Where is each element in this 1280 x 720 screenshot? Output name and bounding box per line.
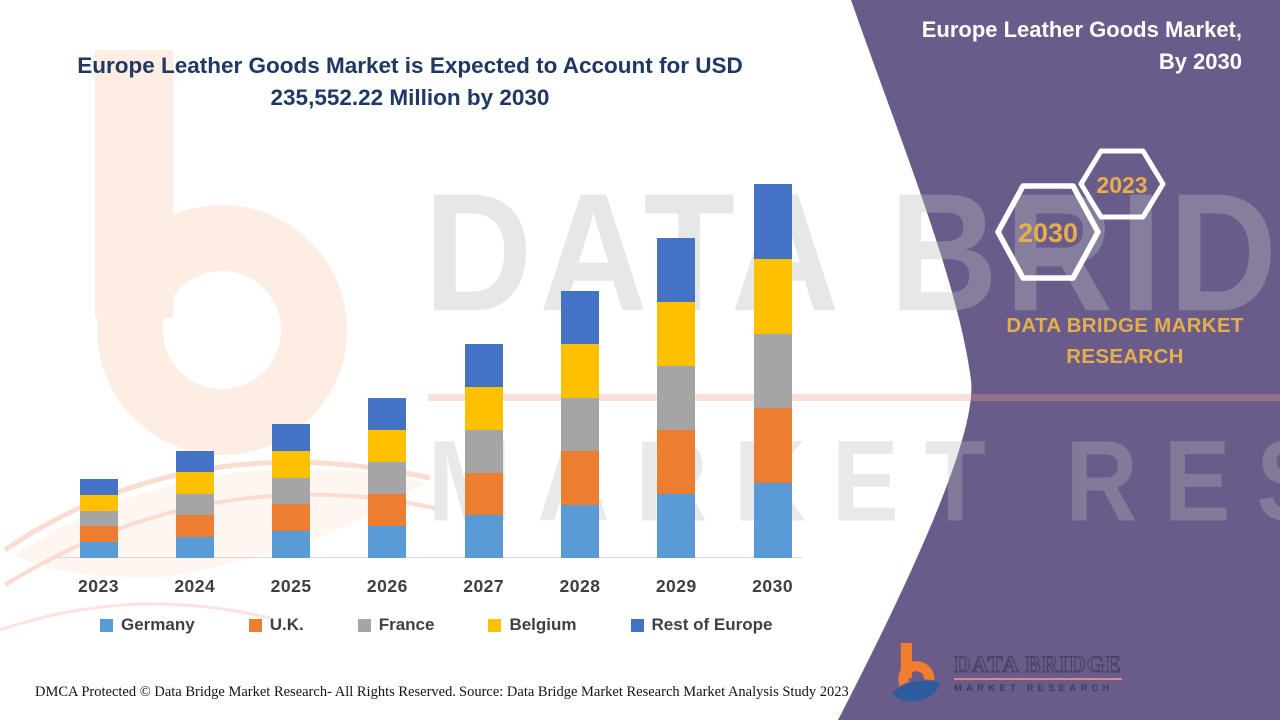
segment-belgium-2024 xyxy=(175,472,214,494)
segment-france-2029 xyxy=(657,366,696,430)
hexagon-2030 xyxy=(995,183,1101,281)
legend-swatch xyxy=(630,618,644,632)
legend-item-france: France xyxy=(357,615,435,635)
x-axis-label-2023: 2023 xyxy=(78,576,119,596)
segment-germany-2029 xyxy=(657,494,696,558)
x-axis-label-2030: 2030 xyxy=(752,576,794,596)
side-panel-title-line1: Europe Leather Goods Market, xyxy=(921,17,1242,42)
logo-sub-text: MARKET RESEARCH xyxy=(954,682,1114,694)
side-panel-title-line2: By 2030 xyxy=(1158,48,1242,74)
segment-rest-of-europe-2024 xyxy=(175,451,214,473)
segment-france-2026 xyxy=(368,461,407,494)
segment-rest-of-europe-2026 xyxy=(368,397,407,430)
segment-france-2024 xyxy=(175,493,214,516)
x-axis-label-2025: 2025 xyxy=(270,576,312,596)
bar-2028 xyxy=(561,290,599,558)
page-title: Europe Leather Goods Market is Expected … xyxy=(30,50,790,114)
legend-label: France xyxy=(378,615,435,634)
segment-germany-2030 xyxy=(753,483,792,558)
legend-label: Germany xyxy=(121,615,195,634)
dmca-notice: DMCA Protected © Data Bridge Market Rese… xyxy=(35,684,456,700)
segment-germany-2027 xyxy=(464,515,503,558)
legend-label: Belgium xyxy=(509,615,577,634)
segment-france-2027 xyxy=(464,429,503,473)
hexagon-2030-label: 2030 xyxy=(1018,218,1078,248)
segment-rest-of-europe-2023 xyxy=(79,479,118,495)
segment-france-2030 xyxy=(753,333,792,409)
bar-2027 xyxy=(464,344,503,558)
segment-germany-2028 xyxy=(561,504,599,558)
legend-swatch xyxy=(357,618,371,632)
legend-item-rest-of-europe: Rest of Europe xyxy=(630,615,773,635)
x-axis-label-2024: 2024 xyxy=(174,576,216,596)
bar-2029 xyxy=(657,238,696,558)
bar-2030 xyxy=(753,184,792,558)
legend-swatch xyxy=(100,618,113,632)
segment-u-k--2028 xyxy=(561,451,599,505)
segment-u-k--2029 xyxy=(657,430,696,494)
segment-belgium-2027 xyxy=(464,387,503,430)
legend-item-u-k-: U.K. xyxy=(248,615,304,635)
page-title-line1: Europe Leather Goods Market is Expected … xyxy=(77,53,743,78)
bar-2026 xyxy=(368,397,407,558)
segment-rest-of-europe-2028 xyxy=(561,290,599,344)
year-hexagons: 2030 2023 xyxy=(995,148,1166,281)
segment-rest-of-europe-2025 xyxy=(272,424,311,451)
segment-u-k--2024 xyxy=(175,515,214,537)
segment-germany-2026 xyxy=(368,525,407,558)
source-note: Source: Data Bridge Market Research Mark… xyxy=(459,684,849,700)
side-panel-background xyxy=(838,0,1280,720)
x-axis-label-2026: 2026 xyxy=(366,576,408,596)
segment-u-k--2027 xyxy=(464,472,503,516)
segment-belgium-2028 xyxy=(561,344,599,398)
legend-swatch xyxy=(248,618,262,632)
brand-wordmark: DATA BRIDGE MARKET RESEARCH xyxy=(1006,314,1244,368)
segment-france-2023 xyxy=(79,510,118,527)
segment-france-2025 xyxy=(272,477,311,505)
segment-france-2028 xyxy=(561,397,599,451)
segment-belgium-2029 xyxy=(657,302,696,366)
segment-germany-2024 xyxy=(175,536,214,558)
hexagon-2023 xyxy=(1078,148,1166,220)
dbmr-logo: DATA BRIDGE MARKET RESEARCH xyxy=(888,637,1122,709)
legend-item-belgium: Belgium xyxy=(488,615,577,635)
x-axis-label-2029: 2029 xyxy=(655,576,697,596)
x-axis-label-2028: 2028 xyxy=(559,576,601,596)
segment-rest-of-europe-2027 xyxy=(464,344,503,388)
segment-u-k--2023 xyxy=(79,526,118,543)
segment-u-k--2026 xyxy=(368,493,407,526)
segment-u-k--2025 xyxy=(272,504,311,532)
segment-belgium-2030 xyxy=(753,258,792,334)
x-axis-label-2027: 2027 xyxy=(463,576,505,596)
segment-germany-2023 xyxy=(79,542,118,558)
segment-belgium-2023 xyxy=(79,494,118,511)
bar-2023 xyxy=(79,479,118,558)
dbmr-logo-icon xyxy=(890,643,942,703)
page-title-line2: 235,552.22 Million by 2030 xyxy=(270,84,550,110)
segment-belgium-2025 xyxy=(272,450,311,478)
side-panel-title: Europe Leather Goods Market, By 2030 xyxy=(862,14,1242,78)
hexagon-2023-label: 2023 xyxy=(1096,172,1147,198)
bar-2025 xyxy=(272,424,311,558)
logo-brand-text: DATA BRIDGE xyxy=(953,651,1122,677)
legend-label: U.K. xyxy=(269,615,304,634)
logo-divider xyxy=(954,677,1122,680)
legend-label: Rest of Europe xyxy=(651,615,773,634)
segment-germany-2025 xyxy=(272,531,311,558)
chart-legend: Germany U.K. France Belgium Rest of Europe xyxy=(100,615,772,635)
segment-rest-of-europe-2030 xyxy=(753,184,792,259)
segment-u-k--2030 xyxy=(753,408,792,484)
bar-2024 xyxy=(175,451,214,558)
legend-swatch xyxy=(488,618,502,632)
segment-belgium-2026 xyxy=(368,429,407,462)
legend-item-germany: Germany xyxy=(100,615,195,635)
segment-rest-of-europe-2029 xyxy=(657,238,696,302)
